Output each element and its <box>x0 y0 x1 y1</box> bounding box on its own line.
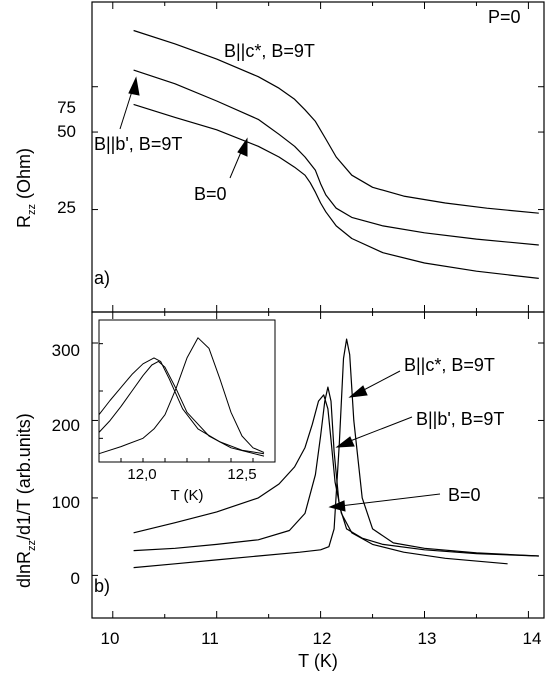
bottom-ytick-label: 200 <box>52 416 80 435</box>
arrow-top-b-prime-head <box>128 76 140 96</box>
bottom-ytick-label: 300 <box>52 341 80 360</box>
bottom-ytick-label: 0 <box>71 569 80 588</box>
inset-x-axis-label: T (K) <box>170 487 203 504</box>
pressure-label: P=0 <box>488 7 521 27</box>
arrow-bottom-b-prime-head <box>335 436 355 448</box>
top-y-axis-label: Rzz (Ohm) <box>14 148 38 228</box>
top-ytick-label: 50 <box>57 122 76 141</box>
arrow-bottom-b-zero-head <box>328 500 346 512</box>
x-axis-label: T (K) <box>298 651 338 671</box>
annotation-top-c-star: B||c*, B=9T <box>224 41 315 61</box>
arrow-bottom-b-prime <box>344 416 413 444</box>
inset-xtick-label: 12,0 <box>127 466 156 483</box>
annotation-top-b-zero: B=0 <box>194 184 227 204</box>
arrow-bottom-c-star-head <box>348 385 368 398</box>
top-series-line <box>133 29 539 214</box>
tick-marks <box>92 2 544 618</box>
inset-frame <box>98 319 276 463</box>
top-series-line <box>133 69 539 246</box>
top-panel-frame <box>91 1 545 313</box>
inset-series-line <box>98 357 265 455</box>
bottom-ytick-label: 100 <box>52 493 80 512</box>
bottom-series-line <box>133 386 539 557</box>
arrow-bottom-b-zero <box>339 493 441 507</box>
inset-series-line <box>98 337 265 455</box>
bottom-y-axis-label: dlnRzz/d1/T (arb.units) <box>14 413 38 588</box>
xtick-label: 10 <box>101 629 120 648</box>
bottom-series-line <box>133 394 508 565</box>
bottom-panel-frame <box>91 311 545 619</box>
top-ytick-label: 75 <box>57 98 76 117</box>
panel-label-a: a) <box>94 268 110 288</box>
bottom-series-line <box>133 338 539 569</box>
annotation-bottom-b-zero: B=0 <box>448 485 481 505</box>
xtick-label: 13 <box>418 629 437 648</box>
annotation-bottom-b-prime: B||b', B=9T <box>416 409 504 429</box>
series-lines <box>98 29 539 569</box>
xtick-label: 14 <box>523 629 542 648</box>
xtick-label: 11 <box>201 629 219 648</box>
inset-series-line <box>98 360 265 457</box>
xtick-label: 12 <box>313 629 332 648</box>
annotation-top-b-prime: B||b', B=9T <box>94 134 182 154</box>
inset-xtick-label: 12,5 <box>227 466 256 483</box>
annotation-bottom-c-star: B||c*, B=9T <box>404 355 495 375</box>
top-ytick-label: 25 <box>57 198 76 217</box>
panel-label-b: b) <box>94 576 110 596</box>
arrow-top-b-zero-head <box>237 137 248 157</box>
top-series-line <box>133 103 539 279</box>
arrows <box>119 76 441 512</box>
